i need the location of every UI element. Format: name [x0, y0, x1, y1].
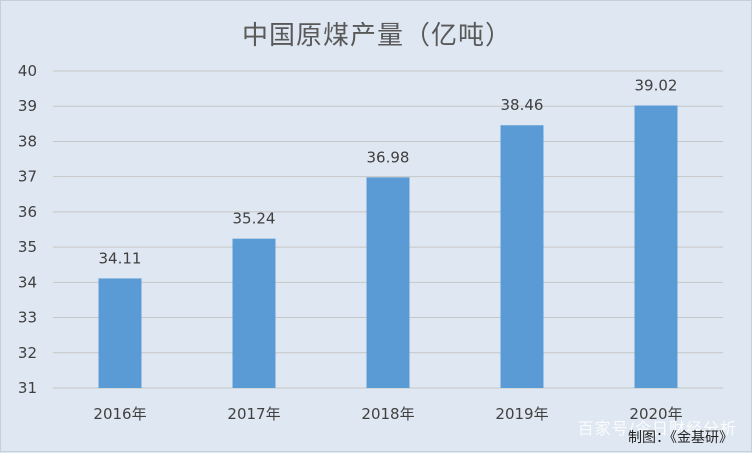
bar	[500, 125, 544, 389]
y-tick-label: 38	[18, 132, 37, 150]
bar-value-label: 38.46	[501, 96, 544, 114]
bar-value-label: 36.98	[367, 148, 410, 166]
x-tick-label: 2018年	[361, 405, 414, 423]
y-tick-label: 40	[18, 62, 37, 80]
y-tick-label: 31	[18, 379, 37, 397]
bar-value-label: 34.11	[99, 249, 142, 267]
y-tick-label: 36	[18, 203, 37, 221]
bar	[98, 278, 142, 388]
y-tick-label: 35	[18, 238, 37, 256]
x-tick-label: 2016年	[93, 405, 146, 423]
y-tick-label: 39	[18, 97, 37, 115]
bar-value-label: 35.24	[233, 210, 276, 228]
x-tick-label: 2017年	[227, 405, 280, 423]
watermark-text: 百家号/今日财经分析	[577, 419, 737, 438]
bar	[232, 238, 276, 388]
y-tick-label: 32	[18, 344, 37, 362]
bar	[366, 177, 410, 388]
y-tick-label: 33	[18, 309, 37, 327]
y-tick-label: 34	[18, 273, 37, 291]
x-tick-label: 2020年	[629, 405, 682, 423]
chart-credit: 制图：《金基研》	[628, 430, 733, 446]
bar	[634, 105, 678, 389]
chart-title: 中国原煤产量（亿吨）	[241, 21, 512, 51]
bar-value-label: 39.02	[635, 77, 678, 95]
y-tick-label: 37	[18, 168, 37, 186]
x-tick-label: 2019年	[495, 405, 548, 423]
